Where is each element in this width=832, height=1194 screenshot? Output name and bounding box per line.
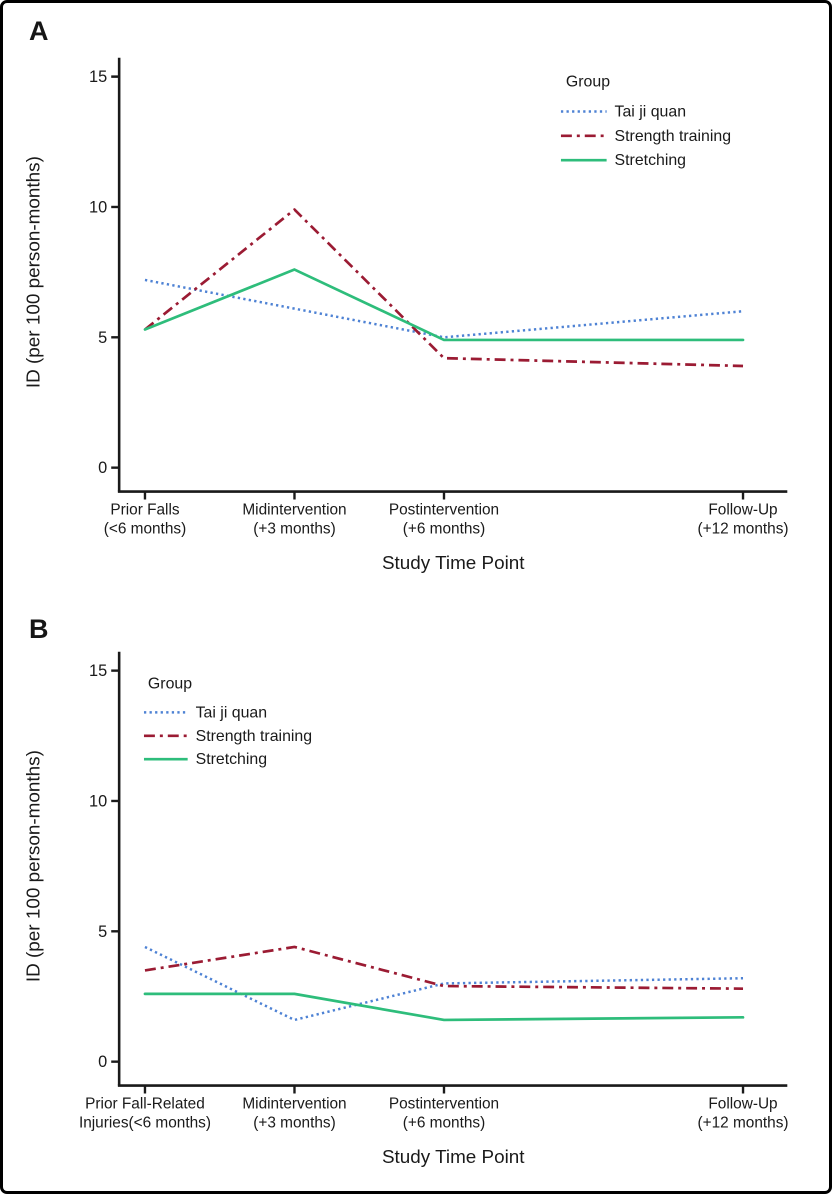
x-category-label: (+6 months) <box>403 1114 485 1131</box>
y-tick-label: 5 <box>98 329 107 347</box>
y-tick-label: 15 <box>89 662 107 680</box>
series-line-strength-training <box>144 945 744 991</box>
legend-label-stretching: Stretching <box>196 751 267 768</box>
panel-a-label: A <box>29 16 49 46</box>
x-category-label: (+3 months) <box>253 1114 335 1131</box>
series-line-tai-ji-quan <box>144 945 744 1022</box>
x-category-label: Postintervention <box>389 1095 499 1112</box>
legend-label-stretching: Stretching <box>615 152 686 169</box>
legend-label-strength-training: Strength training <box>196 728 312 745</box>
x-category-label: Midintervention <box>242 501 346 518</box>
series-line-tai-ji-quan <box>144 278 744 339</box>
y-tick-label: 15 <box>89 68 107 86</box>
x-category-label: (+3 months) <box>253 520 335 537</box>
x-category-label: Prior Falls <box>110 501 179 518</box>
legend-title: Group <box>566 74 610 91</box>
y-tick-label: 10 <box>89 198 107 216</box>
chart-b: 0 5 10 15 Prior Fall-Related Injuries(<6 mont… <box>24 651 789 1168</box>
x-category-label: Injuries(<6 months) <box>79 1114 211 1131</box>
y-tick-label: 5 <box>98 923 107 941</box>
x-category-label: (+12 months) <box>698 1114 789 1131</box>
x-category-label: (+12 months) <box>698 520 789 537</box>
y-axis-title: ID (per 100 person-months) <box>24 750 45 982</box>
series-line-stretching <box>143 992 745 1022</box>
series-line-stretching <box>143 268 745 342</box>
legend-label-strength-training: Strength training <box>615 128 731 145</box>
x-axis-title: Study Time Point <box>382 553 525 574</box>
panel-b: B 0 5 10 15 Prior Fall-Related Injuries(<6 mo… <box>3 597 829 1191</box>
x-axis-title: Study Time Point <box>382 1147 525 1168</box>
x-category-label: Follow-Up <box>708 1095 777 1112</box>
legend-label-tai-ji-quan: Tai ji quan <box>196 704 267 721</box>
x-category-label: Midintervention <box>242 1095 346 1112</box>
y-tick-label: 0 <box>98 459 107 477</box>
x-category-label: (<6 months) <box>104 520 186 537</box>
x-category-label: (+6 months) <box>403 520 485 537</box>
x-category-label: Prior Fall-Related <box>85 1095 205 1112</box>
y-tick-label: 10 <box>89 792 107 810</box>
x-category-label: Follow-Up <box>708 501 777 518</box>
panel-a: A 0 5 10 15 Prior Falls (<6 months) Midinterve… <box>3 3 829 597</box>
legend-title: Group <box>148 676 192 693</box>
x-category-label: Postintervention <box>389 501 499 518</box>
legend-label-tai-ji-quan: Tai ji quan <box>615 103 686 120</box>
series-line-strength-training <box>144 208 744 368</box>
panel-b-label: B <box>29 614 49 644</box>
y-axis-title: ID (per 100 person-months) <box>24 156 45 388</box>
chart-a: 0 5 10 15 Prior Falls (<6 months) Midintervent… <box>24 57 789 574</box>
y-tick-label: 0 <box>98 1053 107 1071</box>
